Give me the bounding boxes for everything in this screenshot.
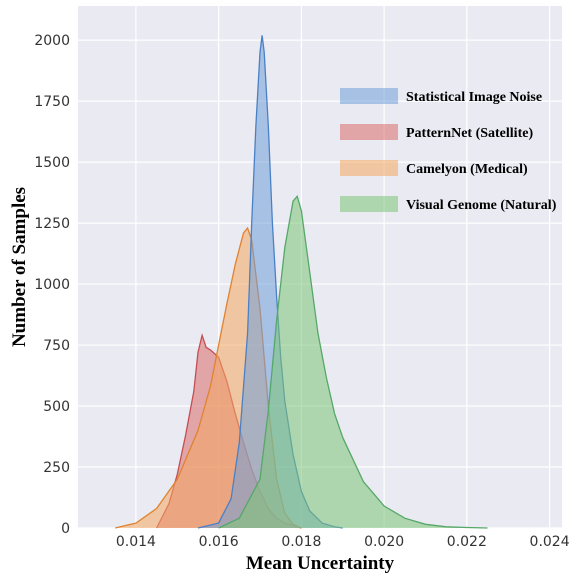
legend-label: Visual Genome (Natural)	[406, 198, 557, 213]
y-tick-label: 1500	[34, 155, 70, 171]
legend-label: Camelyon (Medical)	[406, 162, 528, 177]
y-tick-label: 0	[61, 521, 70, 537]
legend-swatch	[340, 196, 398, 212]
y-axis-title: Number of Samples	[9, 187, 30, 347]
x-tick-label: 0.022	[447, 534, 487, 550]
x-tick-label: 0.020	[364, 534, 404, 550]
y-tick-label: 500	[43, 399, 70, 415]
y-tick-label: 250	[43, 460, 70, 476]
y-tick-label: 750	[43, 338, 70, 354]
legend-swatch	[340, 88, 398, 104]
series-area-statistical-image-noise	[198, 35, 343, 529]
series-area-visual-genome-natural	[218, 196, 488, 529]
x-tick-label: 0.024	[530, 534, 570, 550]
series-line-visual-genome-natural	[218, 194, 488, 529]
x-axis-title: Mean Uncertainty	[246, 553, 395, 574]
y-tick-label: 1250	[34, 216, 70, 232]
legend-swatch	[340, 160, 398, 176]
x-tick-label: 0.016	[199, 534, 239, 550]
legend-swatch	[340, 124, 398, 140]
legend-label: PatternNet (Satellite)	[406, 126, 533, 141]
series-layer	[115, 35, 488, 529]
y-tick-label: 1000	[34, 277, 70, 293]
x-tick-label: 0.018	[281, 534, 321, 550]
legend-label: Statistical Image Noise	[406, 90, 542, 105]
tick-labels: 0 250 500 750 1000 1250 1500 1750 2000 0.014 0.016…	[34, 33, 569, 550]
x-tick-label: 0.014	[116, 534, 156, 550]
y-tick-label: 2000	[34, 33, 70, 49]
legend: Statistical Image Noise PatternNet (Satel…	[340, 88, 557, 213]
y-tick-label: 1750	[34, 94, 70, 110]
